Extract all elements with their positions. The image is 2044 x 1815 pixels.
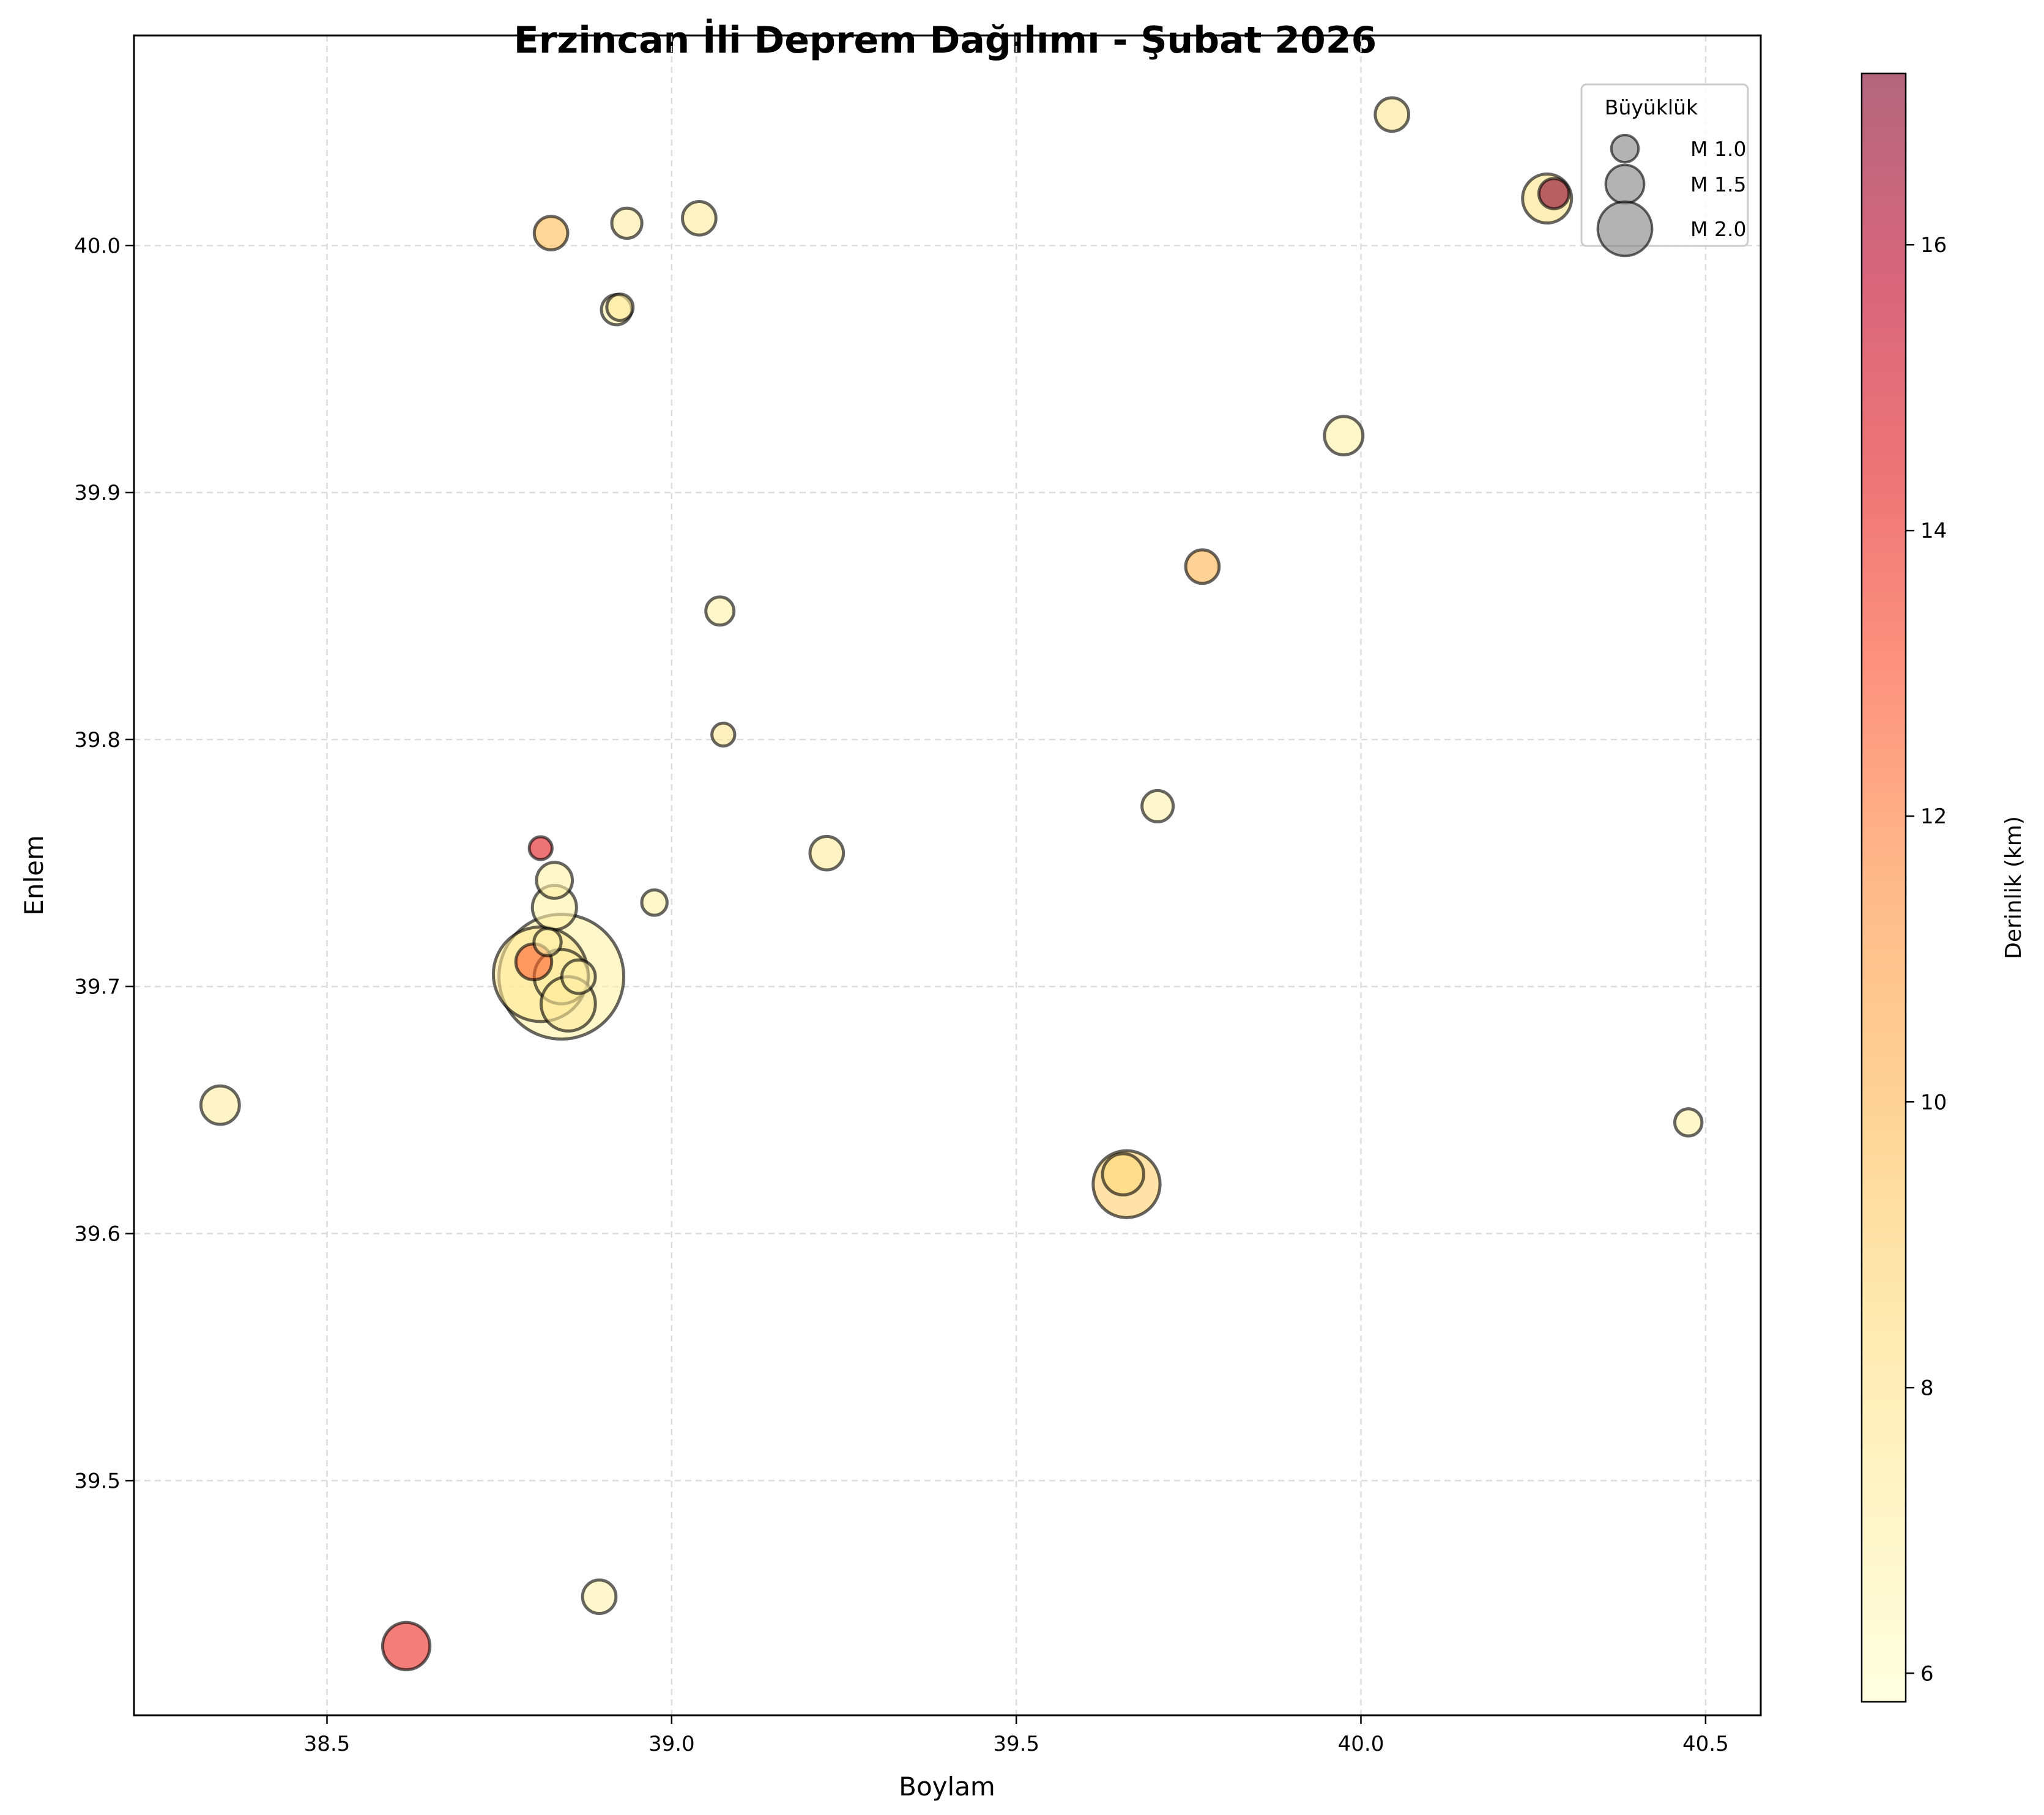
earthquake-point bbox=[1673, 1107, 1704, 1138]
legend-entries: M 1.0 M 1.5 M 2.0 bbox=[1596, 133, 1746, 258]
chart-title: Erzincan İli Deprem Dağılımı - Şubat 202… bbox=[514, 18, 1377, 62]
x-tick-label: 39.5 bbox=[993, 1732, 1039, 1756]
earthquake-point bbox=[1184, 548, 1221, 585]
earthquake-point bbox=[640, 888, 669, 917]
earthquake-point bbox=[527, 835, 554, 861]
earthquake-point bbox=[1373, 96, 1411, 133]
earthquake-point bbox=[808, 834, 845, 872]
grid-lines bbox=[134, 35, 1761, 1715]
x-tick-label: 38.5 bbox=[304, 1732, 351, 1756]
y-axis-ticks: 39.5 39.6 39.7 39.8 39.9 40.0 bbox=[74, 234, 134, 1493]
earthquake-point bbox=[610, 206, 644, 240]
colorbar: 6 8 10 12 14 16 Derinlik (km) bbox=[1860, 72, 2026, 1703]
y-tick-label: 39.9 bbox=[74, 481, 121, 505]
legend-marker bbox=[1604, 163, 1646, 205]
earthquake-point bbox=[1101, 1152, 1145, 1197]
colorbar-tick-label: 12 bbox=[1920, 804, 1947, 829]
y-tick-label: 39.7 bbox=[74, 975, 121, 1000]
earthquake-point bbox=[1537, 177, 1571, 210]
earthquake-point bbox=[532, 927, 563, 957]
earthquake-point bbox=[532, 215, 570, 251]
colorbar-tick-label: 6 bbox=[1920, 1661, 1934, 1686]
y-tick-label: 39.5 bbox=[74, 1469, 121, 1493]
earthquake-point bbox=[605, 292, 635, 322]
data-points bbox=[199, 96, 1704, 1672]
legend-label: M 2.0 bbox=[1690, 217, 1746, 241]
x-tick-label: 40.5 bbox=[1682, 1732, 1729, 1756]
legend-label: M 1.5 bbox=[1690, 173, 1746, 196]
size-legend: Büyüklük M 1.0 M 1.5 M 2.0 bbox=[1580, 83, 1749, 258]
colorbar-gradient bbox=[1862, 73, 1906, 1702]
earthquake-point bbox=[535, 861, 574, 900]
y-tick-label: 39.8 bbox=[74, 728, 121, 752]
colorbar-tick-label: 10 bbox=[1920, 1090, 1947, 1115]
x-axis-ticks: 38.5 39.0 39.5 40.0 40.5 bbox=[304, 1715, 1729, 1756]
earthquake-point bbox=[199, 1084, 241, 1126]
colorbar-label: Derinlik (km) bbox=[2001, 816, 2026, 959]
colorbar-ticks: 6 8 10 12 14 16 bbox=[1906, 233, 1947, 1686]
earthquake-point bbox=[1140, 789, 1175, 823]
earthquake-point bbox=[560, 958, 597, 995]
legend-title: Büyüklük bbox=[1605, 95, 1698, 119]
colorbar-tick-label: 14 bbox=[1920, 519, 1947, 543]
x-tick-label: 39.0 bbox=[649, 1732, 695, 1756]
colorbar-tick-label: 16 bbox=[1920, 233, 1947, 258]
x-tick-label: 40.0 bbox=[1338, 1732, 1384, 1756]
y-tick-label: 40.0 bbox=[74, 234, 121, 258]
colorbar-tick-label: 8 bbox=[1920, 1376, 1934, 1400]
earthquake-point bbox=[1323, 415, 1365, 457]
earthquake-point bbox=[381, 1620, 432, 1672]
earthquake-point bbox=[704, 595, 736, 627]
plot-frame bbox=[133, 34, 1762, 1717]
legend-marker bbox=[1610, 133, 1640, 164]
legend-marker bbox=[1596, 200, 1654, 258]
colorbar-frame bbox=[1860, 72, 1907, 1703]
x-axis-label: Boylam bbox=[899, 1772, 995, 1802]
earthquake-point bbox=[710, 721, 737, 748]
y-tick-label: 39.6 bbox=[74, 1222, 121, 1247]
earthquake-point bbox=[581, 1578, 618, 1615]
y-axis-label: Enlem bbox=[19, 835, 49, 916]
legend-label: M 1.0 bbox=[1690, 137, 1746, 161]
earthquake-point bbox=[681, 199, 718, 237]
